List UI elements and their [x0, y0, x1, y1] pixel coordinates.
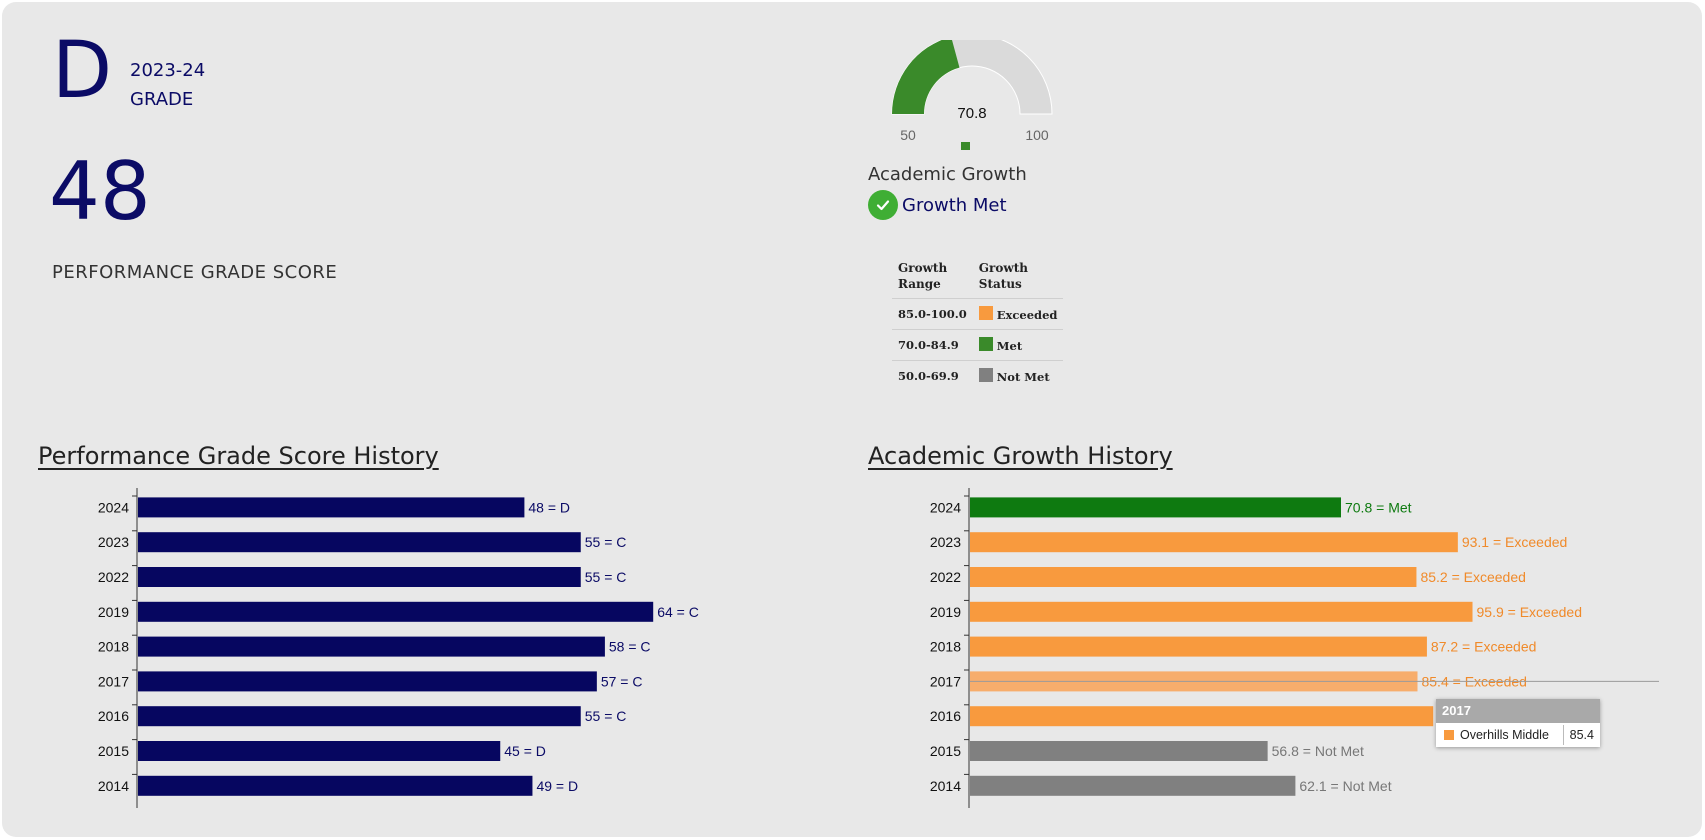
agh-data-label: 95.9 = Exceeded [1477, 604, 1582, 620]
pgs-data-label: 55 = C [585, 534, 627, 550]
grade-caption: GRADE [130, 89, 194, 110]
pgs-tick-label: 2024 [98, 499, 129, 515]
pgs-bar [138, 775, 533, 796]
pgs-bar [138, 601, 654, 622]
agh-data-label: 62.1 = Not Met [1299, 778, 1391, 794]
agh-data-label: 93.1 = Exceeded [1462, 534, 1567, 550]
growth-status: Growth Met [868, 190, 1007, 220]
growth-history-chart: 2024 70.8 = Met 2023 93.1 = Exceeded 2022 85.… [930, 488, 1659, 808]
tooltip-value: 85.4 [1562, 725, 1600, 745]
performance-score-caption: PERFORMANCE GRADE SCORE [52, 262, 338, 283]
pgs-tick-label: 2019 [98, 604, 129, 620]
agh-bar [970, 775, 1296, 796]
pgs-bar [138, 497, 525, 518]
agh-tick-label: 2024 [930, 499, 961, 515]
pgs-bar [138, 532, 581, 553]
pgs-data-label: 64 = C [657, 604, 699, 620]
pgs-tick-label: 2015 [98, 743, 129, 759]
pgs-tick-label: 2016 [98, 708, 129, 724]
agh-bar [970, 532, 1458, 553]
pgs-tick-label: 2023 [98, 534, 129, 550]
agh-tick-label: 2023 [930, 534, 961, 550]
agh-bar [970, 497, 1341, 518]
agh-tick-label: 2014 [930, 778, 961, 794]
legend-row: 85.0-100.0 Exceeded [892, 298, 1064, 330]
pgs-tick-label: 2014 [98, 778, 129, 794]
academic-growth-title: Academic Growth [868, 164, 1027, 185]
pgs-bar [138, 671, 597, 692]
gauge-value: 70.8 [957, 105, 986, 122]
legend-swatch [978, 368, 993, 382]
legend-header-status: Growth Status [978, 261, 1028, 291]
growth-gauge: 70.8 50 100 [891, 40, 1053, 150]
agh-tick-label: 2019 [930, 604, 961, 620]
pgs-data-label: 48 = D [528, 499, 570, 515]
pgs-data-label: 55 = C [585, 708, 627, 724]
pgs-bar [138, 741, 501, 761]
pgs-bar [138, 636, 605, 657]
tooltip-school: Overhills Middle [1460, 728, 1549, 742]
pgs-data-label: 45 = D [504, 743, 546, 759]
gauge-fill [892, 40, 960, 114]
agh-tick-label: 2015 [930, 743, 961, 759]
pgs-data-label: 57 = C [601, 673, 643, 689]
pgs-tick-label: 2017 [98, 673, 129, 689]
tooltip-swatch [1444, 730, 1454, 740]
agh-data-label: 56.8 = Not Met [1272, 743, 1364, 759]
pgs-tick-label: 2022 [98, 569, 129, 585]
pgs-data-label: 55 = C [585, 569, 627, 585]
legend-range: 85.0-100.0 [892, 298, 973, 330]
legend-status: Not Met [972, 360, 1064, 391]
growth-status-text: Growth Met [902, 194, 1007, 216]
agh-bar [970, 741, 1268, 761]
legend-range: 70.0-84.9 [892, 329, 973, 361]
agh-bar [970, 636, 1427, 657]
agh-data-label: 87.2 = Exceeded [1431, 639, 1536, 655]
grade-year: 2023-24 [130, 60, 206, 81]
agh-data-label: 70.8 = Met [1345, 499, 1412, 515]
legend-row: 50.0-69.9 Not Met [892, 360, 1064, 391]
gauge-min-label: 50 [900, 127, 916, 143]
pgs-bar [138, 567, 581, 587]
tooltip-body: Overhills Middle 85.4 [1436, 723, 1600, 747]
growth-legend-table: Growth Range Growth Status 85.0-100.0 Exce… [892, 257, 1064, 391]
chart-tooltip: 2017 Overhills Middle 85.4 [1436, 699, 1600, 747]
legend-swatch [978, 306, 993, 320]
legend-status: Exceeded [972, 298, 1064, 330]
grade-letter: D [52, 26, 113, 116]
pgs-data-label: 58 = C [609, 639, 651, 655]
gauge-max-label: 100 [1025, 127, 1049, 143]
pgs-data-label: 49 = D [536, 778, 578, 794]
agh-data-label: 85.2 = Exceeded [1420, 569, 1525, 585]
check-circle-icon [868, 190, 898, 220]
legend-header-range: Growth Range [898, 261, 948, 291]
agh-tick-label: 2016 [930, 708, 961, 724]
pgs-tick-label: 2018 [98, 639, 129, 655]
agh-bar [970, 567, 1417, 587]
growth-history-title: Academic Growth History [868, 442, 1173, 470]
legend-row: 70.0-84.9 Met [892, 329, 1064, 361]
gauge-marker [961, 142, 970, 150]
legend-swatch [978, 337, 993, 351]
pgs-history-chart: 2024 48 = D 2023 55 = C 2022 55 = C 2019 64 = C… [98, 488, 699, 808]
legend-status: Met [972, 329, 1064, 361]
agh-tick-label: 2018 [930, 639, 961, 655]
agh-bar [970, 601, 1473, 622]
performance-score: 48 [49, 145, 151, 238]
tooltip-year: 2017 [1436, 699, 1600, 723]
legend-range: 50.0-69.9 [892, 360, 973, 391]
pgs-bar [138, 706, 581, 727]
agh-bar [970, 706, 1434, 727]
agh-tick-label: 2017 [930, 673, 961, 689]
agh-tick-label: 2022 [930, 569, 961, 585]
pgs-history-title: Performance Grade Score History [38, 442, 439, 470]
